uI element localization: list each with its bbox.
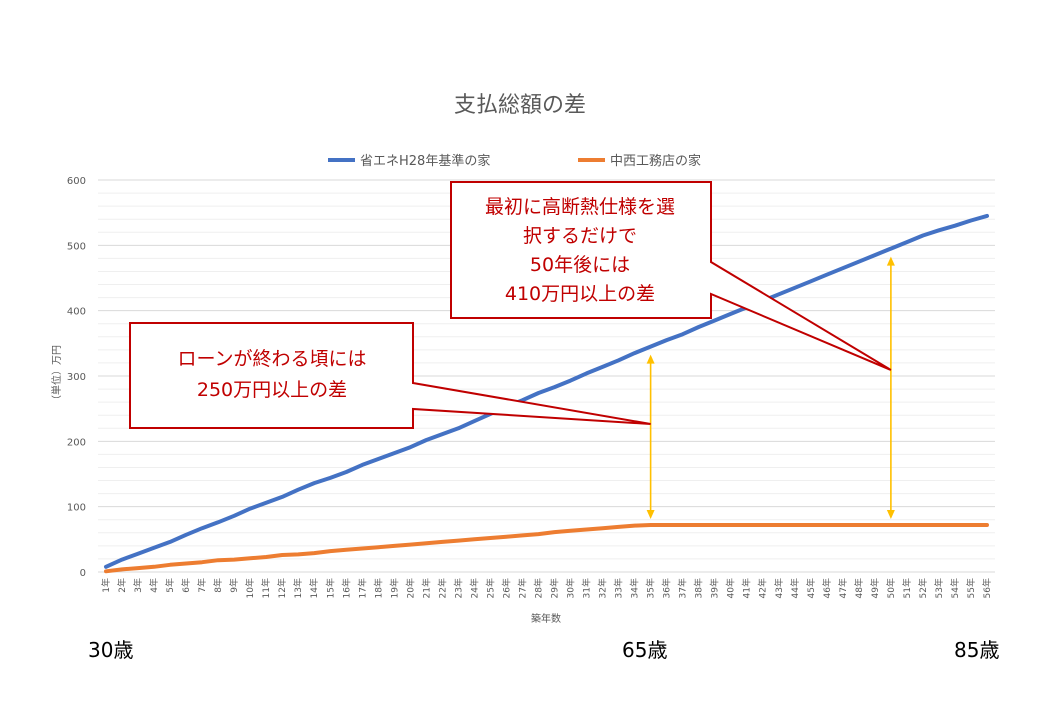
x-tick-label: 22年 xyxy=(436,578,448,598)
x-tick-label: 44年 xyxy=(789,578,801,598)
x-tick-label: 18年 xyxy=(372,578,384,598)
x-tick-label: 21年 xyxy=(420,578,432,598)
x-tick-label: 31年 xyxy=(581,578,593,598)
x-tick-label: 37年 xyxy=(677,578,689,598)
callout-loan-end-line-1: ローンが終わる頃には xyxy=(177,348,366,370)
y-tick-label: 500 xyxy=(67,241,86,252)
x-tick-label: 8年 xyxy=(212,578,224,593)
y-axis-label: （単位）万円 xyxy=(50,345,63,405)
x-tick-label: 42年 xyxy=(757,578,769,598)
callout-loan-end-shape xyxy=(129,322,651,429)
x-tick-label: 52年 xyxy=(917,578,929,598)
y-tick-label: 100 xyxy=(67,503,86,514)
x-tick-label: 20年 xyxy=(404,578,416,598)
difference-arrow-50-years xyxy=(886,256,895,519)
x-tick-label: 53年 xyxy=(933,578,945,598)
x-tick-label: 48年 xyxy=(853,578,865,598)
x-tick-label: 39年 xyxy=(709,578,721,598)
x-tick-label: 1年 xyxy=(100,578,112,593)
x-tick-label: 46年 xyxy=(821,578,833,598)
x-tick-label: 35年 xyxy=(645,578,657,598)
x-tick-label: 4年 xyxy=(148,578,160,593)
x-tick-label: 17年 xyxy=(356,578,368,598)
y-tick-label: 600 xyxy=(67,176,86,187)
x-tick-label: 5年 xyxy=(164,578,176,593)
series-lines xyxy=(104,213,989,574)
x-tick-label: 36年 xyxy=(661,578,673,598)
x-tick-label: 47年 xyxy=(837,578,849,598)
x-axis-label: 築年数 xyxy=(531,612,561,625)
x-tick-label: 30年 xyxy=(565,578,577,598)
x-tick-label: 10年 xyxy=(244,578,256,598)
x-tick-label: 9年 xyxy=(228,578,240,593)
series-line-2 xyxy=(104,523,989,574)
legend-label-series-1: 省エネH28年基準の家 xyxy=(360,153,490,169)
x-tick-label: 29年 xyxy=(549,578,561,598)
callout-50-years-shape xyxy=(450,181,892,371)
callout-50-years-line-4: 410万円以上の差 xyxy=(505,283,655,305)
x-tick-label: 24年 xyxy=(468,578,480,598)
x-tick-label: 51年 xyxy=(901,578,913,598)
age-label-start: 30歳 xyxy=(88,638,134,662)
age-label-end: 85歳 xyxy=(954,638,1000,662)
x-tick-label: 23年 xyxy=(452,578,464,598)
x-tick-label: 45年 xyxy=(805,578,817,598)
x-tick-label: 28年 xyxy=(532,578,544,598)
x-tick-label: 34年 xyxy=(629,578,641,598)
x-tick-label: 26年 xyxy=(500,578,512,598)
x-tick-label: 7年 xyxy=(196,578,208,593)
legend-label-series-2: 中西工務店の家 xyxy=(610,153,701,169)
x-tick-label: 49年 xyxy=(869,578,881,598)
y-tick-label: 300 xyxy=(67,372,86,383)
x-tick-label: 14年 xyxy=(308,578,320,598)
callout-loan-end: ローンが終わる頃には 250万円以上の差 xyxy=(129,322,651,429)
age-label-loan-end: 65歳 xyxy=(622,638,668,662)
difference-arrow-35-years xyxy=(646,354,655,519)
chart-title: 支払総額の差 xyxy=(454,93,586,118)
x-tick-label: 33年 xyxy=(613,578,625,598)
legend: 省エネH28年基準の家 中西工務店の家 xyxy=(328,153,701,169)
x-tick-label: 12年 xyxy=(276,578,288,598)
x-tick-label: 25年 xyxy=(484,578,496,598)
x-tick-label: 6年 xyxy=(180,578,192,593)
callout-50-years-line-2: 択するだけで xyxy=(523,225,637,247)
x-tick-label: 40年 xyxy=(725,578,737,598)
y-tick-label: 200 xyxy=(67,437,86,448)
callout-50-years-line-1: 最初に高断熱仕様を選 xyxy=(485,196,675,218)
x-tick-label: 13年 xyxy=(292,578,304,598)
x-axis-ticks: 1年 2年 3年 4年 5年 6年 7年 8年 9年 10年 11年 12年 13年 14年 15年 16年 1… xyxy=(100,578,993,598)
callout-50-years-line-3: 50年後には xyxy=(530,254,630,276)
x-tick-label: 32年 xyxy=(597,578,609,598)
x-tick-label: 54年 xyxy=(949,578,961,598)
x-tick-label: 27年 xyxy=(516,578,528,598)
x-tick-label: 50年 xyxy=(885,578,897,598)
callout-50-years: 最初に高断熱仕様を選 択するだけで 50年後には 410万円以上の差 xyxy=(450,181,892,371)
x-tick-label: 19年 xyxy=(388,578,400,598)
series-line-1 xyxy=(104,213,989,569)
x-tick-label: 55年 xyxy=(965,578,977,598)
difference-arrows xyxy=(646,256,895,519)
x-tick-label: 15年 xyxy=(324,578,336,598)
y-tick-label: 0 xyxy=(80,568,86,579)
y-axis-ticks: 0 100 200 300 400 500 600 xyxy=(67,176,86,579)
x-tick-label: 3年 xyxy=(132,578,144,593)
x-tick-label: 41年 xyxy=(741,578,753,598)
x-tick-label: 43年 xyxy=(773,578,785,598)
x-tick-label: 2年 xyxy=(116,578,128,593)
x-tick-label: 16年 xyxy=(340,578,352,598)
callout-loan-end-line-2: 250万円以上の差 xyxy=(197,379,347,401)
x-tick-label: 56年 xyxy=(981,578,993,598)
x-tick-label: 11年 xyxy=(260,578,272,598)
x-tick-label: 38年 xyxy=(693,578,705,598)
y-tick-label: 400 xyxy=(67,307,86,318)
